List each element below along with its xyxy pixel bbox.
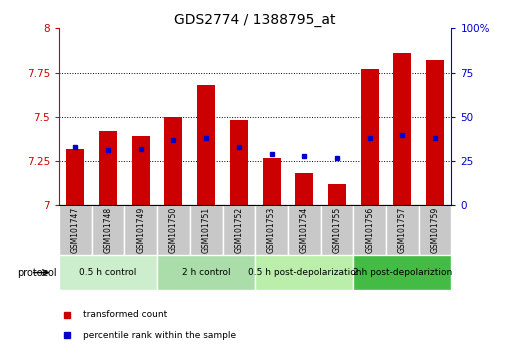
Text: GSM101755: GSM101755	[332, 207, 342, 253]
Title: GDS2774 / 1388795_at: GDS2774 / 1388795_at	[174, 13, 336, 27]
Bar	[157, 205, 190, 255]
Text: 0.5 h post-depolarization: 0.5 h post-depolarization	[248, 268, 361, 277]
Bar	[426, 60, 444, 205]
Text: GSM101757: GSM101757	[398, 207, 407, 253]
Bar	[124, 205, 157, 255]
Text: GSM101747: GSM101747	[71, 207, 80, 253]
Text: 2 h post-depolariztion: 2 h post-depolariztion	[353, 268, 452, 277]
Bar	[386, 205, 419, 255]
Text: GSM101751: GSM101751	[202, 207, 211, 253]
Bar	[361, 69, 379, 205]
Bar	[255, 205, 288, 255]
Bar	[59, 255, 157, 290]
Text: 2 h control: 2 h control	[182, 268, 230, 277]
Text: GSM101752: GSM101752	[234, 207, 243, 253]
Text: GSM101754: GSM101754	[300, 207, 309, 253]
Bar	[263, 158, 281, 205]
Bar	[288, 205, 321, 255]
Bar	[353, 255, 451, 290]
Bar	[295, 173, 313, 205]
Text: GSM101749: GSM101749	[136, 207, 145, 253]
Bar	[353, 205, 386, 255]
Bar	[419, 205, 451, 255]
Bar	[223, 205, 255, 255]
Bar	[321, 205, 353, 255]
Bar	[197, 85, 215, 205]
Text: percentile rank within the sample: percentile rank within the sample	[83, 331, 235, 340]
Bar	[393, 53, 411, 205]
Bar	[255, 255, 353, 290]
Bar	[66, 149, 84, 205]
Bar	[157, 255, 255, 290]
Bar	[59, 205, 92, 255]
Bar	[92, 205, 125, 255]
Bar	[99, 131, 117, 205]
Text: transformed count: transformed count	[83, 310, 167, 319]
Text: GSM101753: GSM101753	[267, 207, 276, 253]
Text: GSM101756: GSM101756	[365, 207, 374, 253]
Text: protocol: protocol	[17, 268, 56, 278]
Bar	[230, 120, 248, 205]
Bar	[190, 205, 223, 255]
Text: GSM101750: GSM101750	[169, 207, 178, 253]
Bar	[165, 117, 183, 205]
Text: GSM101748: GSM101748	[104, 207, 112, 253]
Text: 0.5 h control: 0.5 h control	[80, 268, 137, 277]
Text: GSM101759: GSM101759	[430, 207, 440, 253]
Bar	[328, 184, 346, 205]
Bar	[132, 136, 150, 205]
